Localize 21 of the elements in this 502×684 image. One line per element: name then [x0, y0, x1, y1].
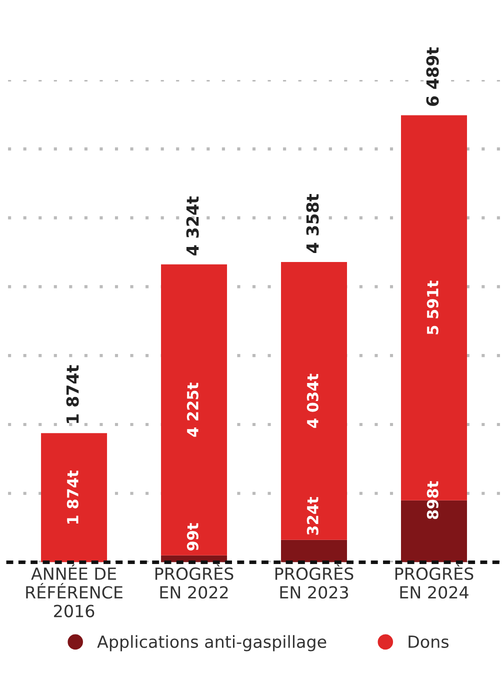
- x-tick-label: PROGRÈS EN 2024: [395, 564, 474, 599]
- bar: [41, 433, 108, 562]
- data-label: 99t: [186, 523, 198, 551]
- legend-label: Applications anti-gaspillage: [97, 635, 326, 652]
- data-label: 324t: [306, 496, 318, 535]
- legend-label: Dons: [408, 636, 449, 648]
- annotation: 4 324t: [186, 196, 199, 256]
- x-tick-label: ANNÉE DE RÉFÉRENCE 2016: [26, 564, 122, 618]
- data-label: 898t: [426, 481, 438, 520]
- x-tick-label: PROGRÈS EN 2023: [275, 564, 354, 599]
- bar: [161, 264, 228, 556]
- annotation: 4 358t: [306, 194, 319, 254]
- data-label: 4 034t: [306, 374, 318, 428]
- data-label: 1 874t: [66, 470, 78, 524]
- annotation: 1 874t: [66, 365, 79, 424]
- x-tick-label: PROGRÈS EN 2022: [155, 564, 234, 599]
- annotation: 6 489t: [426, 47, 439, 106]
- data-label: 4 225t: [186, 382, 198, 437]
- bar: [281, 262, 348, 540]
- data-label: 5 591t: [426, 280, 438, 334]
- bar: [281, 540, 348, 562]
